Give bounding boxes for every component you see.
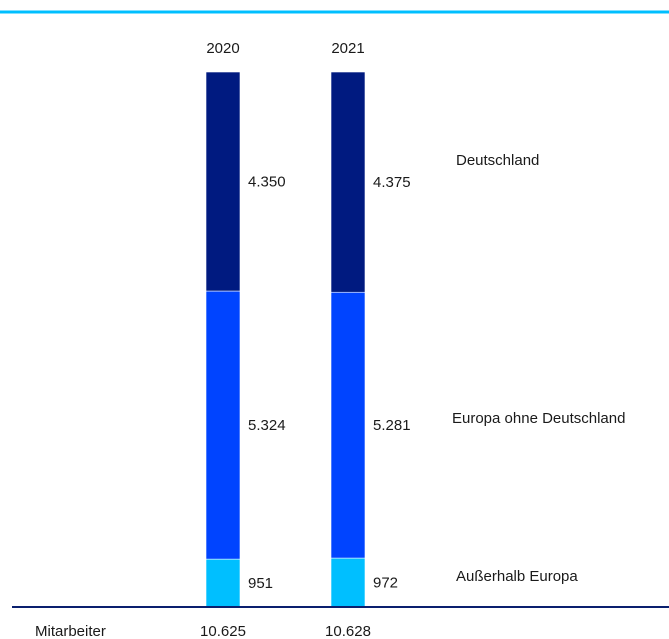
segment-label-deutschland-2020: 4.350 [248, 174, 286, 191]
category-label-2020: 2020 [206, 40, 239, 57]
footer-label: Mitarbeiter [35, 623, 106, 639]
segment-label-ausserhalb-europa-2020: 951 [248, 575, 273, 592]
segment-label-deutschland-2021: 4.375 [373, 174, 411, 191]
category-label-2021: 2021 [331, 40, 364, 57]
bar-segment-deutschland-2020 [205, 71, 241, 292]
bar-segments [205, 71, 366, 608]
total-label-2020: 10.625 [200, 623, 246, 639]
segment-label-ausserhalb-europa-2021: 972 [373, 575, 398, 592]
bar-segment-europa-ohne-deutschland-2020 [205, 290, 241, 560]
legend-label-ausserhalb-europa: Außerhalb Europa [456, 568, 578, 585]
bar-segment-ausserhalb-europa-2020 [205, 558, 241, 608]
segment-value-labels: 951 5.324 4.350 972 5.281 4.375 [248, 174, 411, 593]
segment-label-europa-ohne-deutschland-2020: 5.324 [248, 417, 286, 434]
legend-label-deutschland: Deutschland [456, 152, 539, 169]
bar-segment-europa-ohne-deutschland-2021 [330, 291, 366, 559]
bar-segment-ausserhalb-europa-2021 [330, 557, 366, 608]
bar-segment-deutschland-2021 [330, 71, 366, 293]
total-label-2021: 10.628 [325, 623, 371, 639]
legend-label-europa-ohne-deutschland: Europa ohne Deutschland [452, 410, 625, 427]
segment-label-europa-ohne-deutschland-2021: 5.281 [373, 417, 411, 434]
